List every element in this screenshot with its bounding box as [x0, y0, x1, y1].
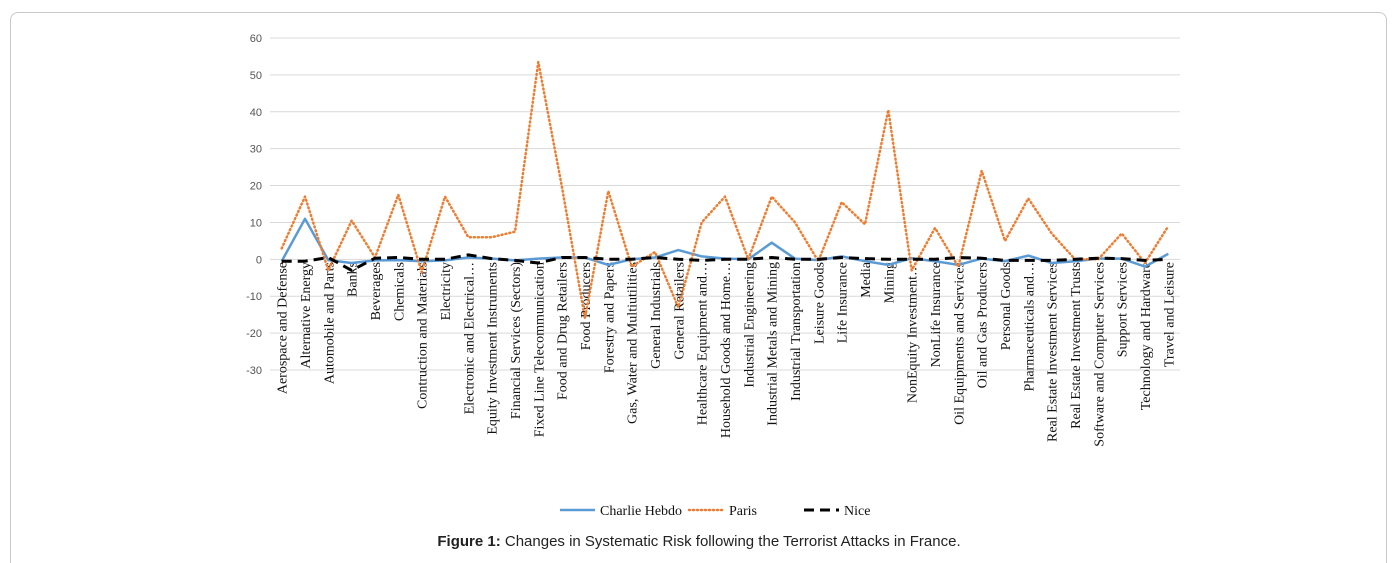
figure-caption: Figure 1: Changes in Systematic Risk fol… [0, 533, 1398, 550]
figure-frame [10, 12, 1387, 563]
x-tick-label: Industrial Metals and Mining [766, 262, 781, 426]
legend-label-2: Nice [844, 504, 870, 519]
x-tick-label: Fixed Line Telecommunication [532, 262, 547, 437]
x-tick-label: Aerospace and Defense [276, 262, 291, 394]
y-tick-label: -10 [246, 291, 262, 303]
x-tick-label: Life Insurance [836, 262, 851, 343]
x-tick-label: Industrial Engineering [742, 262, 757, 388]
x-tick-label: Electronic and Electrical… [462, 262, 477, 414]
x-tick-label: Oil Equipments and Services [952, 262, 967, 425]
y-tick-label: -30 [246, 365, 262, 377]
y-tick-label: -20 [246, 328, 262, 340]
gridlines [270, 37, 1180, 371]
x-axis-ticks: Aerospace and Defense Alternative Energy A… [276, 261, 1178, 446]
y-tick-label: 30 [250, 144, 262, 156]
x-tick-label: Media [859, 261, 874, 298]
x-tick-label: Household Goods and Home… [719, 262, 734, 438]
x-tick-label: NonEquity Investment… [906, 262, 921, 403]
x-tick-label: Support Services [1116, 262, 1131, 357]
y-axis-ticks: 60 50 40 30 20 10 0 -10 -20 -30 [246, 33, 262, 377]
y-tick-label: 0 [256, 254, 262, 266]
legend-label-1: Paris [729, 504, 757, 519]
x-tick-label: Automobile and Parts [322, 262, 337, 384]
x-tick-label: Chemicals [392, 262, 407, 321]
series-lines [280, 60, 1170, 320]
series-line-1 [280, 60, 1170, 320]
x-tick-label: Technology and Hardware [1139, 262, 1154, 410]
x-tick-label: Alternative Energy [299, 262, 314, 369]
legend: Charlie Hebdo Paris Nice [560, 504, 870, 519]
x-tick-label: Oil and Gas Producers [976, 262, 991, 388]
caption-label: Figure 1: [437, 533, 501, 550]
x-tick-label: Healthcare Equipment and… [696, 262, 711, 425]
x-tick-label: Equity Investment Instruments [486, 262, 501, 435]
legend-label-0: Charlie Hebdo [600, 504, 682, 519]
y-tick-label: 50 [250, 70, 262, 82]
y-tick-label: 60 [250, 33, 262, 45]
y-tick-label: 40 [250, 107, 262, 119]
x-tick-label: General Industrials [649, 262, 664, 369]
x-tick-label: Personal Goods [999, 262, 1014, 350]
y-tick-label: 20 [250, 181, 262, 193]
x-tick-label: Beverages [369, 262, 384, 320]
x-tick-label: Travel and Leisure [1162, 262, 1177, 367]
x-tick-label: Leisure Goods [812, 262, 827, 344]
x-tick-label: Software and Computer Services [1092, 262, 1107, 447]
x-tick-label: Forestry and Papers [602, 262, 617, 373]
x-tick-label: Financial Services (Sectors) [509, 262, 524, 419]
x-tick-label: Gas, Water and Multiutilities [626, 262, 641, 424]
x-tick-label: Mining [882, 262, 897, 303]
caption-text: Changes in Systematic Risk following the… [500, 533, 961, 550]
x-tick-label: Real Estate Investment Trusts [1069, 262, 1084, 429]
line-chart: 60 50 40 30 20 10 0 -10 -20 -30 Aerospace and Def… [246, 33, 1180, 519]
y-tick-label: 10 [250, 217, 262, 229]
x-tick-label: NonLife Insurance [929, 262, 944, 367]
x-tick-label: Electricity [439, 262, 454, 320]
x-tick-label: Food and Drug Retailers [556, 262, 571, 400]
x-tick-label: Contruction and Materials [416, 262, 431, 409]
x-tick-label: Pharmaceuticals and… [1022, 262, 1037, 391]
x-tick-label: Real Estate Investment Services [1046, 262, 1061, 442]
x-tick-label: General Retailers [672, 262, 687, 360]
series-line-2 [281, 253, 1169, 272]
x-tick-label: Industrial Transportation [789, 262, 804, 401]
